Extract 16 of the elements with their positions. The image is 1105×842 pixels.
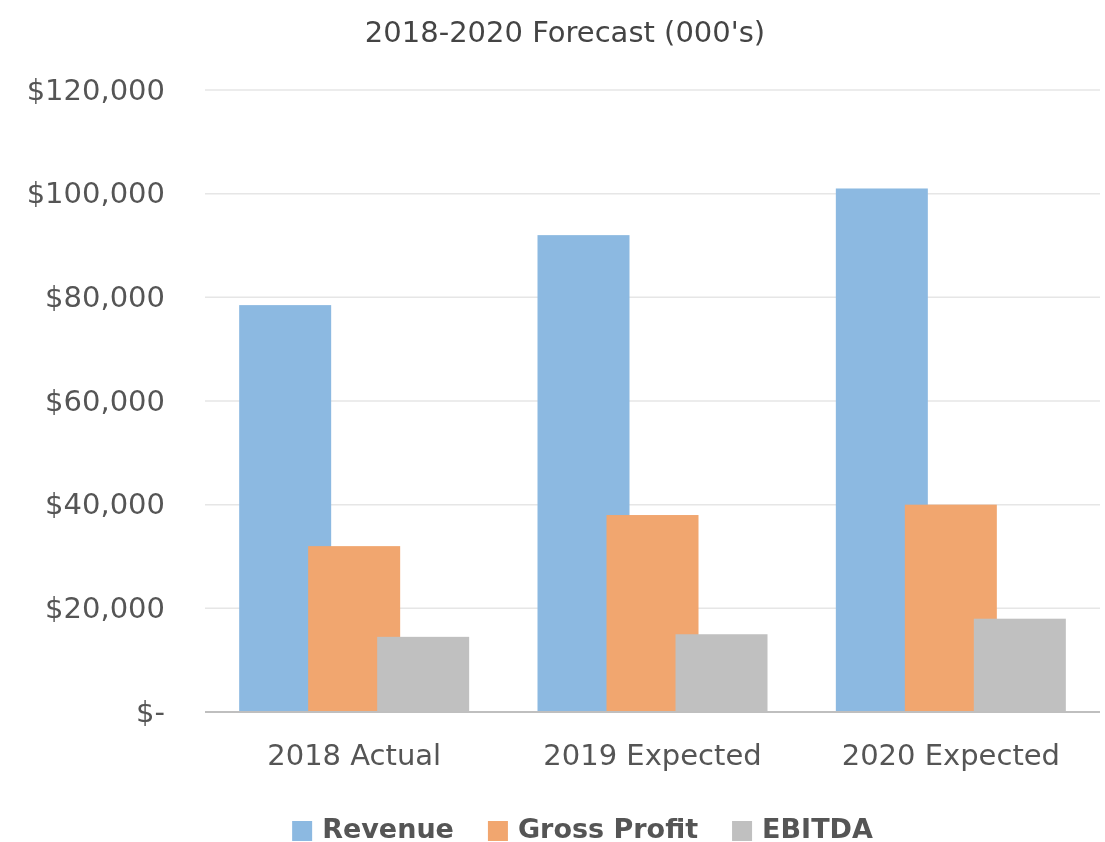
bar <box>239 305 332 712</box>
y-tick-label: $40,000 <box>45 487 165 522</box>
x-tick-label: 2020 Expected <box>841 737 1060 772</box>
y-tick-label: $120,000 <box>26 72 165 107</box>
y-tick-label: $80,000 <box>45 280 165 315</box>
y-tick-label: $20,000 <box>45 591 165 626</box>
x-tick-label: 2018 Actual <box>267 737 442 772</box>
x-tick-label: 2019 Expected <box>543 737 762 772</box>
chart-title: 2018-2020 Forecast (000's) <box>364 15 766 49</box>
bar <box>835 188 928 712</box>
y-tick-label: $100,000 <box>26 176 165 211</box>
legend-label: Revenue <box>322 813 454 842</box>
y-tick-label: $60,000 <box>45 383 165 418</box>
legend-label: EBITDA <box>762 813 873 842</box>
legend-label: Gross Profit <box>517 813 699 842</box>
y-tick-label: $- <box>136 694 165 729</box>
